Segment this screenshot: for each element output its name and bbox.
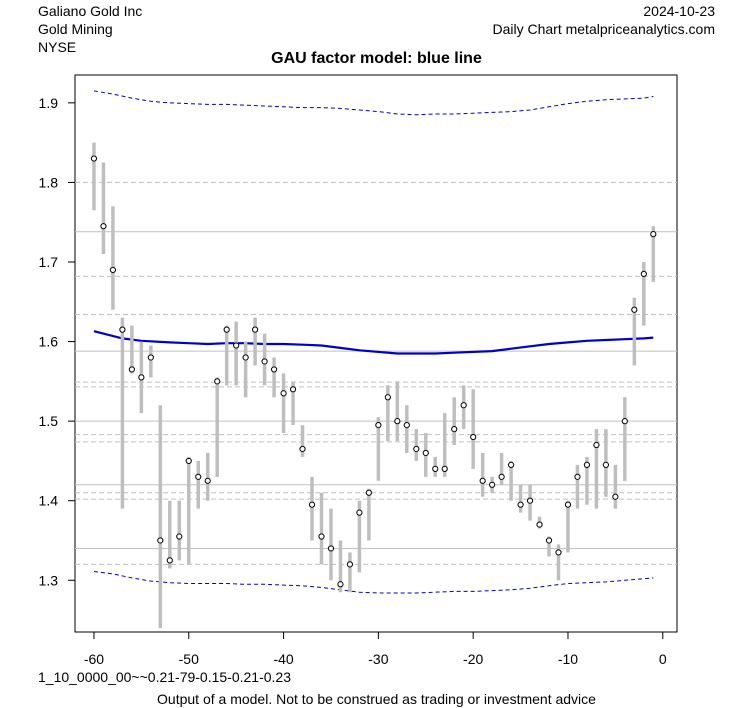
close-point <box>337 581 344 588</box>
close-point <box>403 422 410 429</box>
close-point <box>602 461 609 468</box>
close-point <box>138 374 145 381</box>
close-point <box>650 231 657 238</box>
close-point <box>308 501 316 508</box>
reference-lines <box>75 181 677 565</box>
close-point <box>384 394 391 401</box>
close-point <box>526 497 534 504</box>
close-point <box>128 366 135 373</box>
close-point <box>166 557 173 564</box>
close-point <box>109 266 117 274</box>
close-point <box>631 306 638 313</box>
close-point <box>365 489 372 496</box>
close-point <box>507 461 515 468</box>
close-point <box>470 433 477 441</box>
x-tick-label: -60 <box>84 651 104 667</box>
model-line <box>93 330 654 355</box>
close-point <box>214 378 221 385</box>
company-name: Galiano Gold Inc <box>38 3 143 19</box>
close-points <box>90 155 657 588</box>
close-point <box>270 366 278 373</box>
close-point <box>90 155 98 162</box>
close-point <box>375 422 382 429</box>
close-point <box>640 270 647 278</box>
y-axis: 1.3 1.4 1.5 1.6 1.7 1.8 1.9 <box>39 95 75 588</box>
close-point <box>555 549 562 556</box>
x-tick-label: -10 <box>558 651 578 667</box>
close-point <box>441 465 448 472</box>
x-tick-label: -20 <box>463 651 483 667</box>
chart-title: GAU factor model: blue line <box>271 50 482 67</box>
close-point <box>195 473 202 480</box>
confidence-bands <box>93 90 654 594</box>
close-point <box>612 493 619 500</box>
sector-label: Gold Mining <box>38 21 113 37</box>
close-point <box>432 465 439 472</box>
model-code: 1_10_0000_00~~0.21-79-0.15-0.21-0.23 <box>38 669 291 685</box>
close-point <box>261 358 268 365</box>
exchange-label: NYSE <box>38 39 77 55</box>
close-point <box>318 533 325 540</box>
close-point <box>489 481 496 488</box>
y-tick-label: 1.5 <box>39 413 59 429</box>
close-point <box>593 441 600 449</box>
close-point <box>394 418 401 425</box>
lower-band-line <box>93 571 654 594</box>
y-tick-label: 1.4 <box>39 493 59 509</box>
disclaimer: Output of a model. Not to be construed a… <box>157 691 596 707</box>
close-point <box>498 473 505 480</box>
y-tick-label: 1.8 <box>39 174 59 190</box>
y-tick-label: 1.3 <box>39 572 59 588</box>
close-point <box>223 326 230 333</box>
x-tick-label: 0 <box>659 651 667 667</box>
close-point <box>583 461 591 468</box>
close-point <box>564 501 572 508</box>
y-tick-label: 1.6 <box>39 334 59 350</box>
chart-date: 2024-10-23 <box>643 3 715 19</box>
y-tick-label: 1.7 <box>39 254 59 270</box>
price-ranges <box>92 142 656 629</box>
close-point <box>157 537 164 544</box>
upper-band-line <box>93 90 654 116</box>
close-point <box>346 561 354 568</box>
close-point <box>280 390 287 397</box>
close-point <box>479 477 486 484</box>
close-point <box>413 445 420 453</box>
y-tick-label: 1.9 <box>39 95 59 111</box>
close-point <box>451 425 458 433</box>
close-point <box>204 477 211 484</box>
close-point <box>621 418 628 425</box>
close-point <box>185 457 192 465</box>
close-point <box>233 342 240 349</box>
x-tick-label: -40 <box>273 651 293 667</box>
close-point <box>100 223 107 230</box>
close-point <box>242 354 249 361</box>
close-point <box>517 501 524 508</box>
plot-frame <box>74 74 678 633</box>
close-point <box>574 473 581 480</box>
close-point <box>422 449 429 457</box>
x-tick-label: -30 <box>368 651 388 667</box>
close-point <box>119 326 126 333</box>
close-point <box>176 533 183 540</box>
model-series-line <box>93 330 654 355</box>
x-axis: -60 -50 -40 -30 -20 -10 0 <box>84 632 667 667</box>
close-point <box>327 545 335 552</box>
close-point <box>252 326 259 333</box>
close-point <box>289 386 297 393</box>
x-tick-label: -50 <box>179 651 199 667</box>
close-point <box>299 445 306 453</box>
close-point <box>147 354 154 361</box>
chart-source: Daily Chart metalpriceanalytics.com <box>492 21 715 37</box>
close-point <box>536 521 543 528</box>
close-point <box>460 402 467 409</box>
close-point <box>545 537 553 544</box>
close-point <box>356 509 363 516</box>
